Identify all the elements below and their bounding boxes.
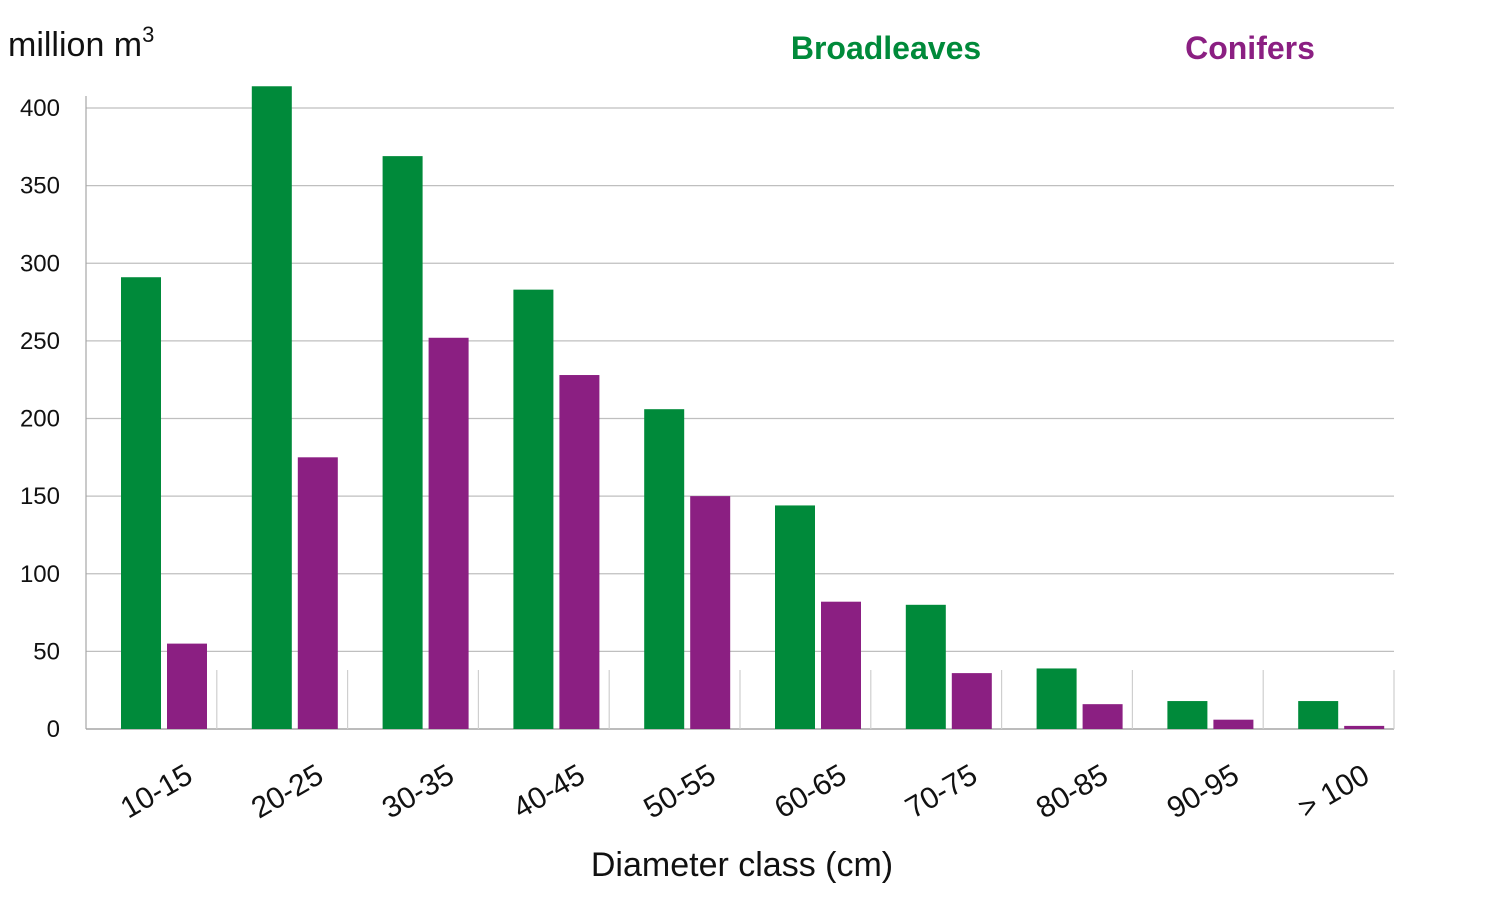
bar-conifers-8 bbox=[1213, 719, 1254, 729]
x-tick-label: 20-25 bbox=[246, 758, 329, 825]
x-axis-label: Diameter class (cm) bbox=[591, 846, 893, 884]
y-tick-label: 100 bbox=[20, 561, 60, 588]
y-tick-label: 150 bbox=[20, 483, 60, 510]
y-tick-label: 400 bbox=[20, 95, 60, 122]
bar-conifers-0 bbox=[167, 643, 207, 729]
unit-label: million m3 bbox=[8, 22, 154, 64]
bar-conifers-6 bbox=[951, 673, 992, 729]
bar-broadleaves-4 bbox=[644, 409, 685, 729]
x-tick-label: 80-85 bbox=[1031, 758, 1114, 825]
y-tick-label: 300 bbox=[20, 250, 60, 277]
x-tick-label: 70-75 bbox=[900, 758, 983, 825]
bar-broadleaves-0 bbox=[121, 277, 161, 729]
bar-broadleaves-2 bbox=[382, 156, 423, 729]
bar-broadleaves-3 bbox=[513, 289, 554, 729]
x-tick-label: 50-55 bbox=[638, 758, 721, 825]
bar-broadleaves-7 bbox=[1036, 668, 1077, 729]
bar-conifers-3 bbox=[559, 375, 600, 729]
y-tick-label: 350 bbox=[20, 173, 60, 200]
x-tick-label: 10-15 bbox=[115, 758, 198, 825]
x-tick-label: 30-35 bbox=[377, 758, 460, 825]
bar-conifers-5 bbox=[821, 601, 861, 729]
x-tick-label: 90-95 bbox=[1162, 758, 1245, 825]
bars bbox=[121, 86, 1385, 729]
legend-broadleaves: Broadleaves bbox=[791, 30, 981, 66]
x-tick-label: 40-45 bbox=[508, 758, 591, 825]
x-tick-label: 60-65 bbox=[769, 758, 852, 825]
y-tick-label: 250 bbox=[20, 328, 60, 355]
bar-broadleaves-5 bbox=[775, 505, 815, 729]
x-axis-ticks: 10-15 20-25 30-35 40-45 50-55 60-65 70-75 80-85… bbox=[115, 758, 1375, 825]
legend-conifers: Conifers bbox=[1185, 30, 1315, 66]
bar-conifers-9 bbox=[1344, 725, 1385, 729]
bar-conifers-4 bbox=[690, 496, 731, 729]
bar-broadleaves-6 bbox=[905, 604, 946, 729]
y-tick-label: 50 bbox=[33, 638, 60, 665]
bar-broadleaves-8 bbox=[1167, 701, 1208, 729]
bar-conifers-1 bbox=[297, 457, 338, 729]
bar-broadleaves-1 bbox=[251, 86, 292, 729]
y-axis-ticks: 0 50 100 150 200 250 300 350 400 bbox=[20, 95, 60, 743]
bar-conifers-2 bbox=[428, 337, 469, 729]
y-tick-label: 200 bbox=[20, 406, 60, 433]
bar-broadleaves-9 bbox=[1298, 701, 1339, 729]
x-tick-label: > 100 bbox=[1293, 759, 1375, 826]
bar-conifers-7 bbox=[1082, 704, 1123, 729]
unit-superscript: 3 bbox=[142, 22, 154, 47]
y-tick-label: 0 bbox=[47, 716, 60, 743]
